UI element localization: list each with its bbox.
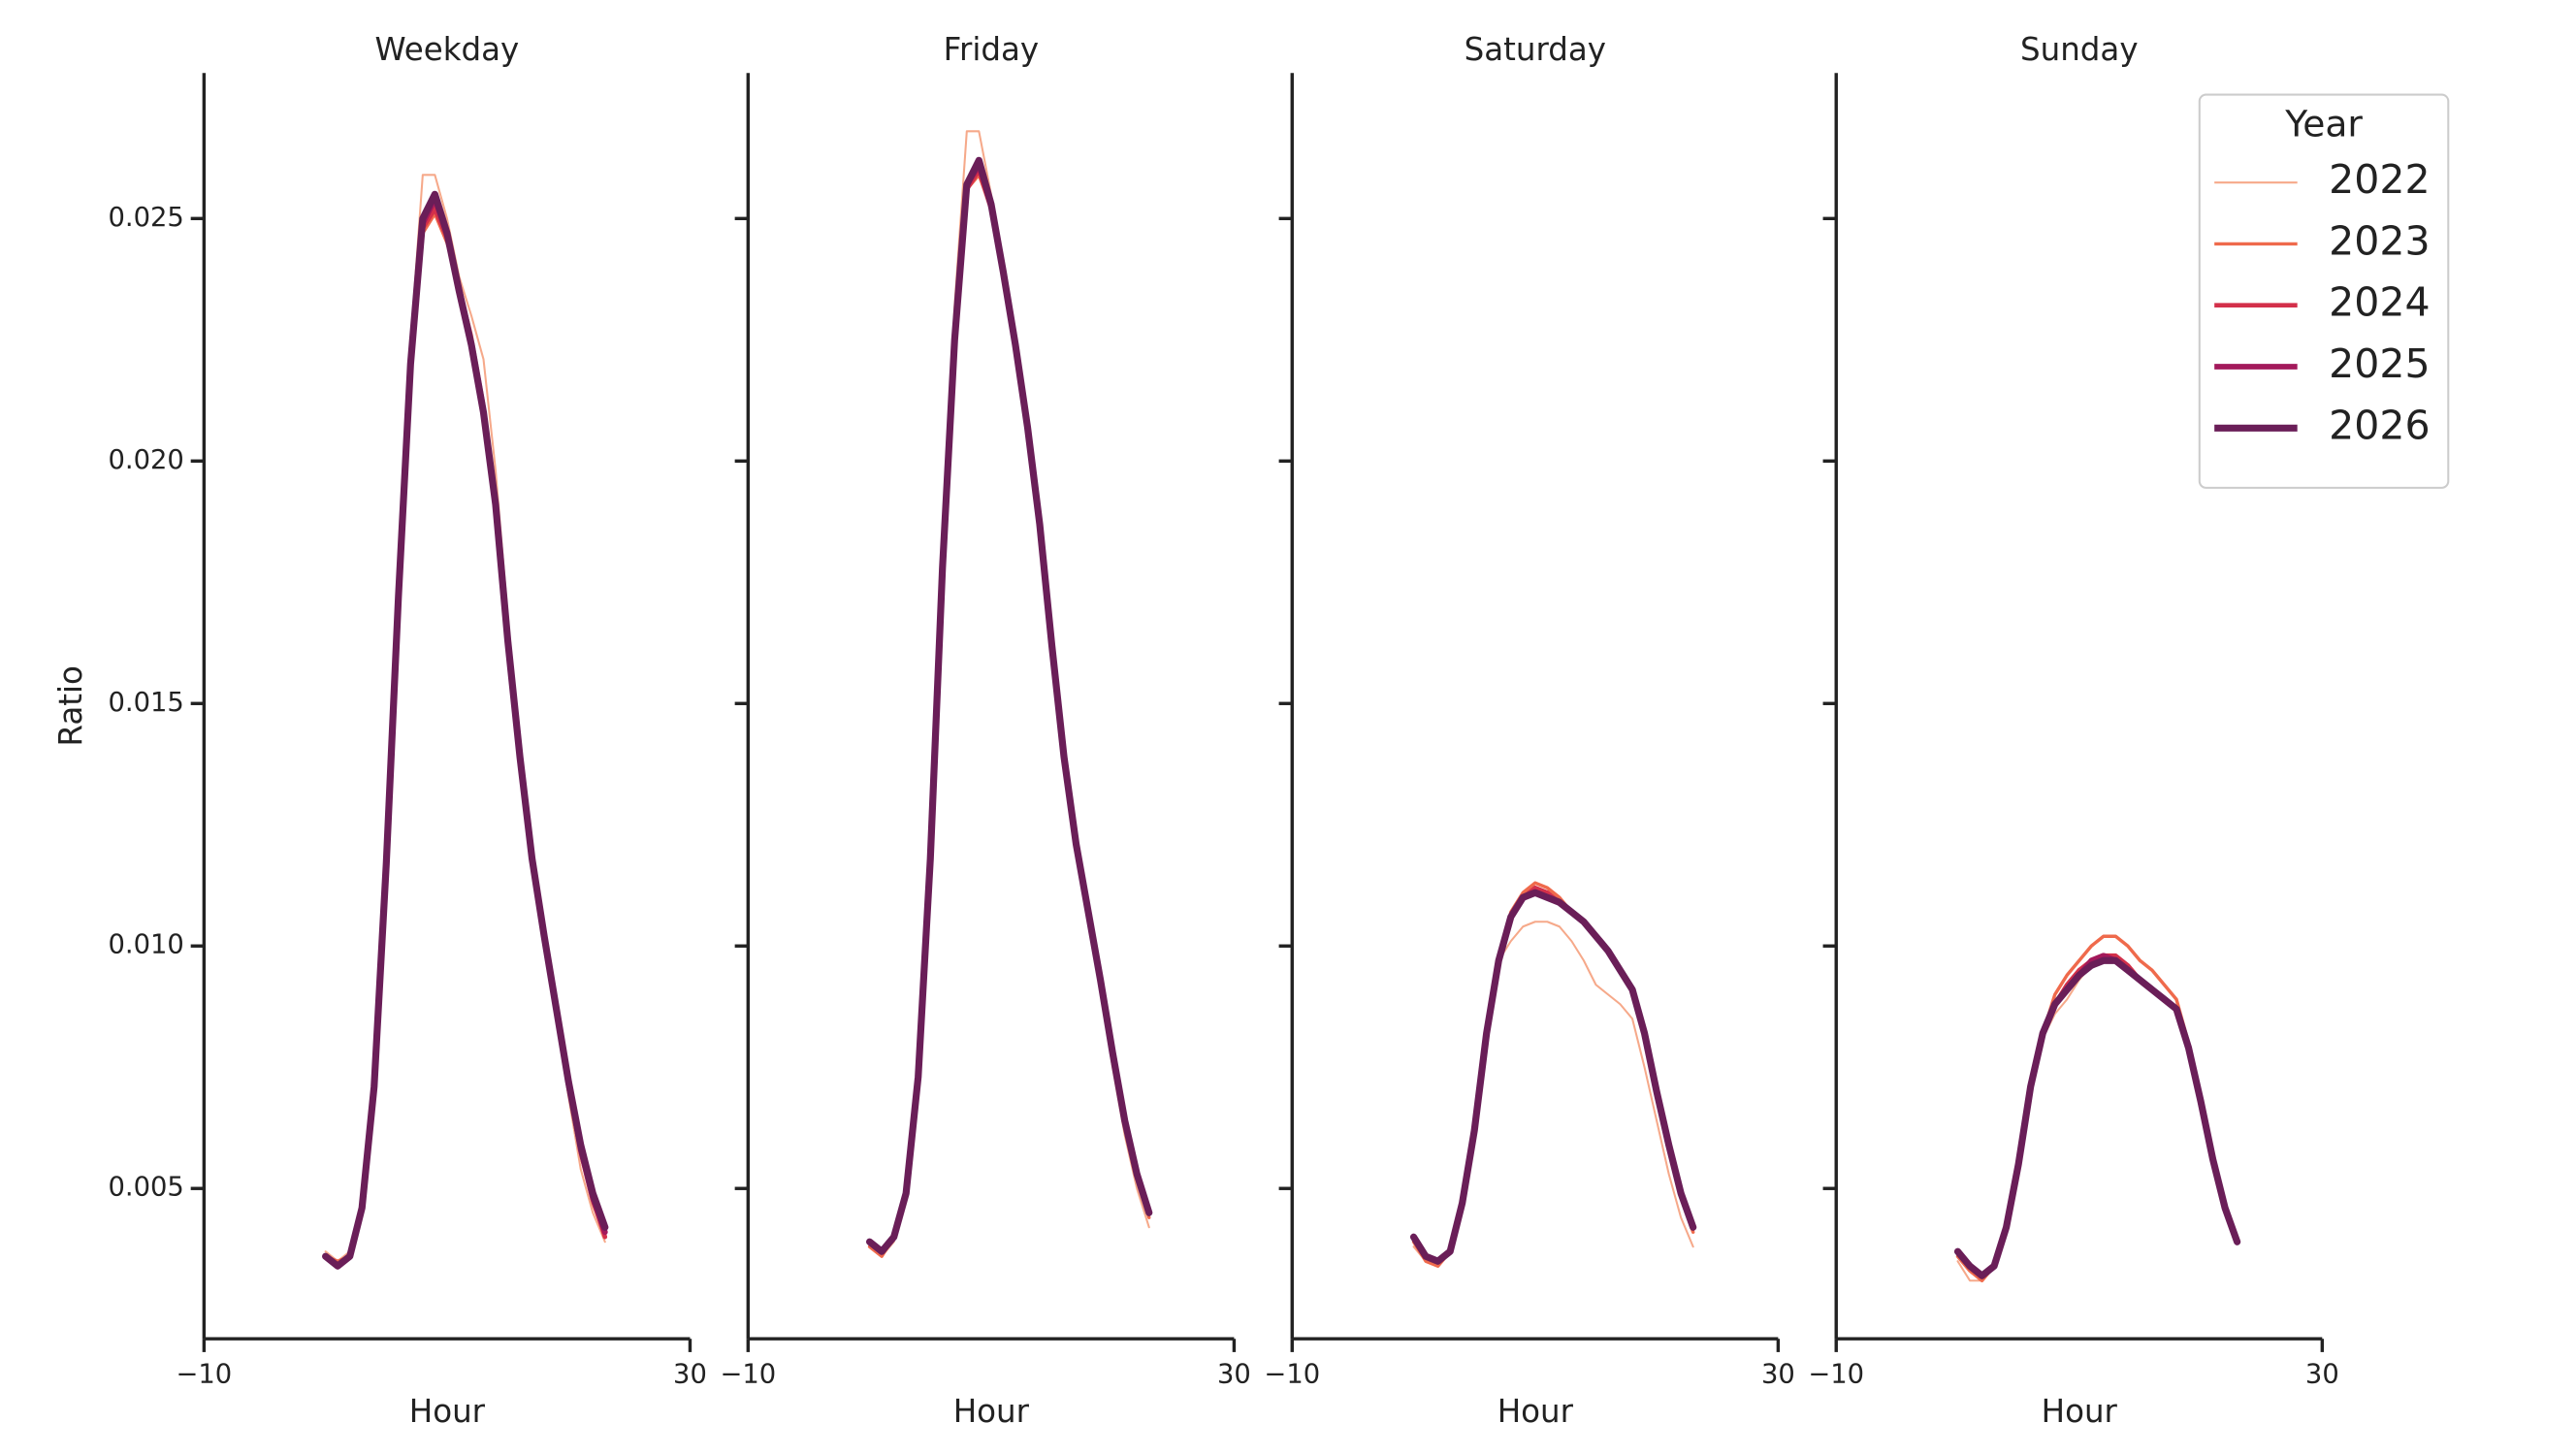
series-line	[322, 190, 609, 1270]
legend-box	[2198, 93, 2450, 489]
legend-label: 2023	[2329, 217, 2430, 264]
series-line	[1956, 954, 2238, 1282]
series-line	[1954, 953, 2240, 1279]
series-line	[323, 211, 607, 1263]
series-line	[867, 173, 1151, 1258]
series-line	[866, 156, 1153, 1255]
y-tick-label: 0.020	[109, 445, 184, 475]
series-line	[323, 206, 608, 1269]
y-tick-label: 0.010	[109, 930, 184, 960]
x-tick-label: 30	[2305, 1359, 2339, 1389]
panel-title: Weekday	[375, 31, 520, 68]
series-line	[324, 174, 606, 1263]
x-tick-label: 30	[1217, 1359, 1251, 1389]
series-line	[1409, 889, 1697, 1265]
x-tick-label: −10	[720, 1359, 776, 1389]
panel-title: Saturday	[1465, 31, 1606, 68]
x-axis-label: Hour	[1497, 1393, 1574, 1430]
legend-title: Year	[2284, 103, 2363, 146]
legend-label: 2022	[2329, 156, 2430, 203]
legend-label: 2024	[2329, 279, 2430, 326]
y-tick-label: 0.015	[109, 688, 184, 718]
legend-label: 2025	[2329, 340, 2430, 387]
x-axis-label: Hour	[2042, 1393, 2118, 1430]
series-line	[1953, 956, 2241, 1279]
y-tick-label: 0.005	[109, 1173, 184, 1203]
x-axis-label: Hour	[409, 1393, 486, 1430]
series-line	[1955, 953, 2239, 1278]
panel-title: Sunday	[2020, 31, 2139, 68]
series-line	[322, 196, 608, 1270]
panel-title: Friday	[944, 31, 1039, 68]
series-line	[867, 167, 1152, 1254]
x-tick-label: 30	[1761, 1359, 1795, 1389]
x-axis-label: Hour	[953, 1393, 1030, 1430]
series-line	[1955, 934, 2239, 1282]
x-tick-label: −10	[176, 1359, 232, 1389]
y-tick-label: 0.025	[109, 203, 184, 233]
y-axis-label: Ratio	[52, 665, 89, 746]
x-tick-label: 30	[673, 1359, 707, 1389]
x-tick-label: −10	[1808, 1359, 1864, 1389]
x-tick-label: −10	[1264, 1359, 1320, 1389]
legend-label: 2026	[2329, 402, 2430, 448]
series-line	[1412, 921, 1694, 1268]
